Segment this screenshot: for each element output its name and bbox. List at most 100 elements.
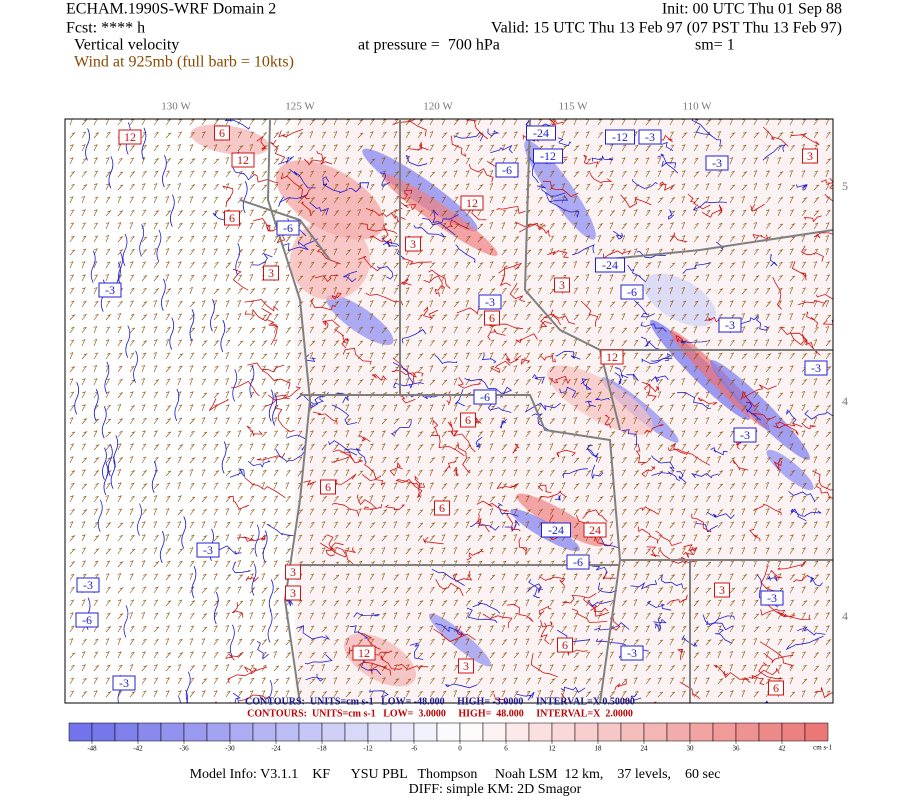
contour-line	[670, 442, 690, 455]
wind-barb	[141, 274, 148, 282]
contour-label: -3	[712, 156, 722, 170]
wind-barb	[573, 417, 578, 425]
wind-barb	[417, 391, 424, 399]
wind-barb	[537, 508, 544, 516]
wind-barb	[597, 417, 602, 425]
contour-line	[275, 448, 305, 462]
wind-barb	[693, 430, 699, 438]
wind-barb	[105, 352, 111, 360]
wind-barb	[501, 119, 506, 126]
wind-barb	[345, 171, 352, 178]
wind-barb	[177, 573, 183, 581]
wind-barb	[393, 353, 400, 360]
contour-line	[740, 390, 760, 407]
wind-barb	[813, 430, 820, 438]
wind-barb	[669, 651, 675, 659]
wind-barb	[117, 404, 122, 412]
wind-barb	[189, 600, 196, 607]
wind-barb	[429, 599, 434, 607]
wind-barb	[753, 573, 759, 581]
wind-barb	[213, 625, 218, 633]
wind-barb	[669, 495, 675, 503]
wind-barb	[777, 431, 784, 438]
init: Init: 00 UTC Thu 01 Sep 88	[662, 1, 842, 18]
wind-barb	[321, 508, 327, 516]
wind-barb	[177, 378, 182, 386]
colorbar-cell	[206, 722, 231, 742]
wind-barb	[633, 404, 639, 412]
contour-line	[296, 625, 331, 640]
wind-barb	[153, 274, 160, 282]
wind-barb	[789, 651, 795, 659]
wind-barb	[129, 508, 134, 516]
wind-barb	[165, 157, 172, 165]
contour-line	[102, 447, 107, 480]
wind-barb	[333, 690, 339, 698]
wind-barb	[537, 326, 543, 334]
contour-line	[254, 524, 260, 557]
wind-barb	[273, 456, 279, 464]
colorbar-cell	[367, 722, 392, 742]
wind-barb	[309, 170, 315, 178]
wind-barb	[381, 300, 387, 308]
wind-barb	[489, 586, 495, 594]
wind-barb	[117, 196, 122, 204]
wind-barb	[765, 417, 771, 425]
wind-barb	[69, 535, 76, 542]
wind-barb	[81, 457, 88, 464]
contour-line	[304, 654, 333, 665]
wind-barb	[105, 235, 110, 243]
wind-barb	[789, 391, 794, 399]
wind-barb	[669, 521, 676, 529]
wind-barb	[441, 248, 447, 256]
wind-barb	[513, 261, 519, 269]
wind-barb	[345, 404, 350, 412]
wind-barb	[381, 196, 386, 204]
wind-barb	[825, 456, 831, 464]
wind-barb	[693, 444, 700, 451]
contour-label-box	[320, 479, 336, 495]
colorbar-cell	[68, 722, 93, 742]
wind-barb	[729, 391, 735, 399]
wind-barb	[225, 638, 231, 646]
wind-barb	[357, 482, 362, 490]
contour-line	[457, 442, 471, 474]
wind-barb	[177, 652, 184, 659]
wind-barb	[369, 677, 374, 685]
wind-barb	[117, 391, 124, 399]
wind-barb	[777, 664, 783, 672]
wind-barb	[225, 573, 232, 581]
wind-barb	[465, 482, 472, 490]
state-boundary	[523, 119, 621, 431]
wind-barb	[693, 391, 700, 399]
wind-barb	[657, 378, 664, 386]
wind-barb	[429, 171, 436, 178]
wind-barb	[381, 495, 386, 503]
wind-barb	[501, 209, 507, 217]
wind-barb	[321, 301, 328, 308]
wind-barb	[189, 274, 195, 282]
wind-barb	[513, 573, 519, 581]
wind-barb	[597, 391, 603, 399]
wind-barb	[189, 144, 194, 152]
wind-barb	[249, 327, 256, 334]
wind-barb	[345, 638, 350, 646]
wind-barb	[717, 352, 723, 360]
wind-barb	[633, 183, 640, 191]
wind-barb	[297, 287, 303, 295]
wind-barb	[345, 418, 352, 425]
wind-barb	[477, 482, 483, 490]
wind-barb	[429, 625, 434, 633]
wind-barb	[141, 209, 147, 217]
wind-barb	[573, 508, 580, 516]
wind-barb	[213, 586, 220, 594]
wind-barb	[129, 183, 136, 191]
contour-line	[712, 664, 729, 676]
wind-barb	[741, 196, 746, 204]
contour-line	[343, 447, 366, 463]
contour-line	[796, 626, 826, 636]
wind-barb	[645, 326, 652, 334]
wind-barb	[249, 352, 255, 360]
wind-barb	[597, 248, 603, 256]
wind-barb	[573, 196, 578, 204]
